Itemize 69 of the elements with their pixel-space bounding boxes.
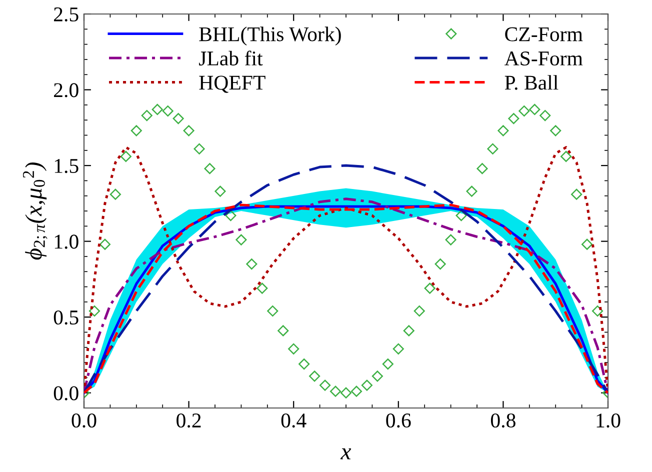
- point: [110, 188, 121, 200]
- point: [508, 113, 520, 124]
- point: [382, 358, 394, 370]
- point: [529, 104, 540, 116]
- y-axis-title: ϕ$_{2;π}$(x,μ$_{0}$$^{2}$): [22, 162, 48, 260]
- point: [340, 387, 352, 398]
- point: [392, 343, 404, 354]
- point: [162, 105, 174, 117]
- point: [183, 125, 194, 136]
- point: [582, 238, 593, 250]
- point: [267, 305, 278, 317]
- point: [88, 305, 100, 317]
- point: [204, 163, 216, 174]
- x-tick-label: 0.4: [281, 413, 306, 428]
- legend-label: BHL(This Work): [199, 26, 341, 46]
- point: [330, 386, 342, 397]
- point: [320, 380, 331, 391]
- y-tick-label: 0.5: [54, 310, 78, 325]
- point: [487, 143, 498, 154]
- point: [99, 238, 110, 250]
- y-tick-label: 2.5: [54, 7, 78, 22]
- point: [476, 163, 488, 174]
- point: [225, 210, 236, 222]
- legend-label: HQEFT: [199, 76, 266, 93]
- point: [214, 186, 226, 197]
- x-axis-title: x: [340, 448, 352, 460]
- y-tick-label: 1.0: [54, 234, 78, 249]
- point: [456, 210, 467, 222]
- x-tick-label: 1.0: [596, 413, 620, 428]
- point: [540, 110, 551, 122]
- point: [278, 325, 289, 336]
- point: [152, 104, 163, 116]
- point: [361, 380, 372, 391]
- point: [246, 258, 258, 270]
- point: [518, 105, 530, 117]
- point: [403, 325, 414, 336]
- point: [309, 370, 320, 382]
- legend-label: P. Ball: [504, 75, 558, 90]
- x-tick-label: 0.6: [386, 413, 411, 428]
- point: [236, 234, 247, 246]
- point: [445, 234, 456, 246]
- point: [130, 125, 142, 136]
- point: [560, 150, 572, 162]
- point: [194, 143, 205, 154]
- point: [424, 282, 436, 294]
- point: [141, 110, 152, 122]
- point: [298, 358, 310, 370]
- legend-label: AS-Form: [504, 52, 583, 66]
- point: [498, 125, 509, 136]
- x-tick-label: 0.8: [490, 413, 516, 428]
- point: [592, 305, 604, 317]
- x-tick-label: 0.0: [72, 413, 96, 428]
- point: [414, 305, 425, 317]
- x-tick-label: 0.2: [176, 413, 201, 428]
- point: [550, 125, 562, 136]
- y-tick-label: 2.0: [54, 83, 78, 98]
- y-tick-label: 0.0: [54, 386, 78, 400]
- point: [434, 258, 446, 270]
- point: [172, 113, 184, 124]
- y-tick-label: 1.5: [54, 159, 78, 174]
- legend-label: JLab fit: [199, 50, 263, 66]
- point: [466, 186, 478, 197]
- point: [350, 386, 362, 397]
- point: [372, 370, 383, 382]
- point: [120, 150, 132, 162]
- point: [288, 343, 300, 354]
- legend-label: CZ-Form: [505, 27, 583, 42]
- point: [571, 188, 582, 200]
- point: [256, 282, 268, 294]
